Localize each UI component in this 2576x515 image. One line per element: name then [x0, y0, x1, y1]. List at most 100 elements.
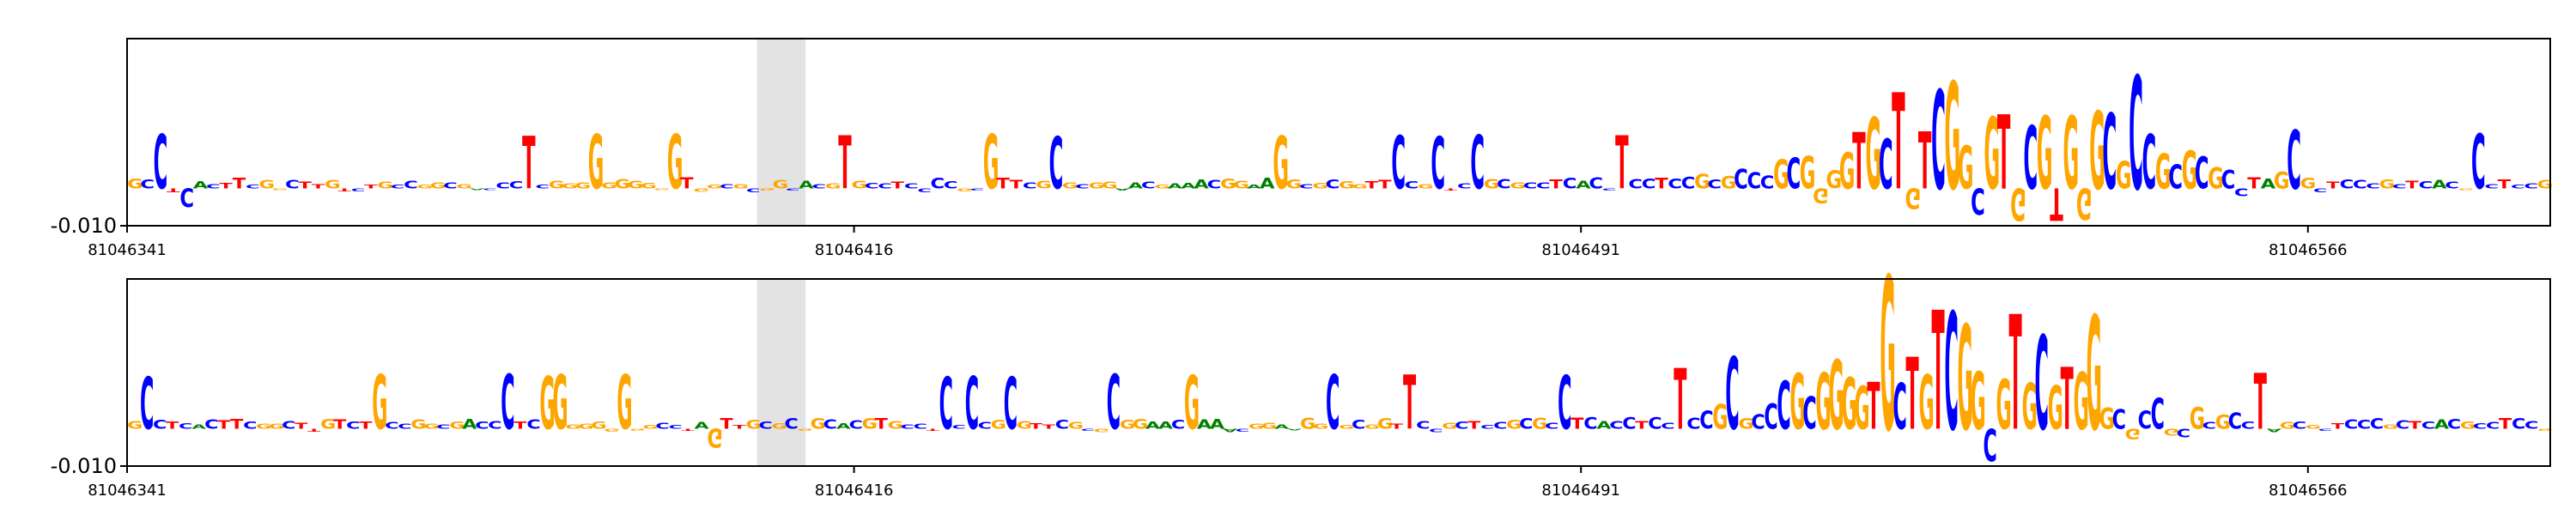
logo-letter-c: C — [436, 423, 450, 430]
logo-letter-c: C — [2366, 182, 2380, 191]
logo-letter-c: C — [1602, 188, 1617, 191]
logo-letter-c: C — [2473, 421, 2487, 431]
logo-letter-c: C — [346, 421, 360, 432]
logo-letter-c: C — [206, 183, 221, 190]
logo-letter-t: T — [295, 421, 308, 431]
logo-letter-c: C — [140, 364, 154, 446]
logo-letter-t: T — [359, 421, 372, 432]
logo-letter-g: G — [1800, 148, 1816, 200]
logo-letter-t: T — [1365, 179, 1379, 191]
logo-letter-g: G — [773, 179, 789, 191]
logo-letter-a: A — [462, 416, 477, 433]
logo-letter-c: C — [1648, 414, 1662, 433]
logo-letter-g: G — [1068, 421, 1084, 432]
logo-letter-a: A — [1596, 420, 1611, 432]
logo-letter-c: C — [2234, 185, 2249, 197]
logo-letter-g: G — [733, 183, 750, 190]
logo-letter-a: A — [1576, 179, 1591, 191]
logo-letter-c: C — [1141, 180, 1156, 191]
logo-letter-c: C — [720, 183, 734, 190]
logo-letter-g: G — [1826, 167, 1842, 195]
logo-letter-t: T — [1010, 179, 1024, 191]
logo-letter-c: C — [351, 187, 366, 191]
logo-letter-g: G — [2125, 425, 2141, 442]
logo-letter-c: C — [746, 187, 761, 193]
logo-letter-g: G — [1958, 296, 1973, 464]
logo-letter-g: G — [1506, 418, 1522, 432]
logo-letter-c: C — [1493, 421, 1507, 431]
logo-letter-t: T — [1918, 117, 1932, 208]
logo-letter-t: T — [2499, 415, 2512, 433]
logo-letter-a: A — [1274, 423, 1290, 430]
logo-letter-c: C — [1107, 360, 1121, 447]
highlight-region — [756, 279, 806, 466]
logo-letter-c: C — [398, 422, 411, 431]
logo-letter-c: C — [2471, 120, 2486, 207]
logo-letter-t: T — [230, 416, 244, 433]
logo-letter-g: G — [667, 120, 683, 206]
logo-letter-c: C — [2112, 405, 2126, 436]
logo-letter-g: G — [2537, 179, 2554, 191]
logo-letter-c: C — [1622, 414, 1636, 433]
logo-letter-a: A — [2434, 417, 2450, 432]
logo-letter-c: C — [1431, 124, 1445, 205]
logo-letter-t: T — [217, 419, 231, 432]
logo-letter-t: T — [298, 180, 313, 191]
logo-letter-g: G — [1133, 415, 1148, 432]
logo-letter-c: C — [917, 187, 932, 193]
logo-letter-c: C — [140, 177, 155, 191]
logo-letter-g: G — [1958, 136, 1974, 203]
logo-letter-t: T — [680, 174, 694, 192]
logo-letter-t: T — [1852, 118, 1866, 207]
logo-letter-c: C — [1583, 414, 1597, 433]
logo-letter-g: G — [2155, 146, 2172, 201]
plot-frame — [126, 278, 2551, 467]
logo-letter-a: A — [836, 421, 852, 431]
logo-letter-c: C — [1497, 176, 1511, 191]
logo-letter-c: C — [1455, 420, 1468, 432]
logo-letter-c: C — [1931, 62, 1946, 221]
logo-letter-g: G — [1484, 177, 1500, 192]
logo-letter-c: C — [535, 184, 550, 190]
logo-letter-t: T — [167, 187, 180, 193]
logo-letter-c: C — [2293, 421, 2306, 432]
logo-letter-g: G — [2164, 426, 2179, 437]
logo-letter-g: G — [574, 181, 591, 191]
logo-letter-c: C — [1642, 176, 1656, 192]
logo-letter-g: G — [862, 415, 878, 433]
logo-letter-c: C — [1023, 181, 1037, 191]
logo-letter-t: T — [1042, 423, 1056, 430]
logo-letter-t: T — [2498, 178, 2512, 192]
logo-letter-g: G — [423, 422, 439, 431]
logo-letter-g: G — [1971, 355, 1986, 447]
logo-letter-g: G — [2460, 420, 2476, 432]
logo-letter-g: G — [552, 360, 568, 446]
logo-letter-g: G — [578, 422, 593, 431]
logo-letter-t: T — [2405, 179, 2419, 191]
x-tick-label: 81046341 — [88, 482, 167, 500]
logo-letter-g: G — [1089, 181, 1105, 191]
logo-letter-t: T — [720, 415, 733, 433]
logo-letter-c: C — [1764, 397, 1777, 437]
logo-letter-g: G — [1815, 357, 1831, 448]
logo-letter-a: A — [1158, 421, 1174, 432]
logo-letter-a: A — [1128, 181, 1144, 191]
logo-letter-c: C — [901, 423, 914, 430]
logo-letter-g: G — [2022, 371, 2038, 444]
logo-letter-t: T — [2254, 358, 2267, 447]
logo-letter-g: G — [377, 181, 393, 191]
logo-letter-g: G — [1154, 184, 1170, 190]
logo-letter-g: G — [2063, 95, 2080, 212]
logo-letter-c: C — [655, 421, 669, 432]
logo-letter-c: C — [1777, 368, 1790, 445]
logo-letter-c: C — [2103, 94, 2117, 214]
logo-letter-g: G — [1442, 421, 1457, 432]
logo-letter-g: G — [2458, 188, 2475, 191]
logo-letter-g: G — [2037, 97, 2053, 213]
logo-letter-g: G — [1273, 122, 1289, 206]
logo-letter-g: G — [1094, 427, 1109, 433]
logo-letter-c: C — [1751, 411, 1765, 433]
logo-letter-t: T — [681, 427, 694, 432]
logo-letter-c: C — [2421, 421, 2435, 432]
logo-letter-a: A — [1115, 188, 1130, 191]
